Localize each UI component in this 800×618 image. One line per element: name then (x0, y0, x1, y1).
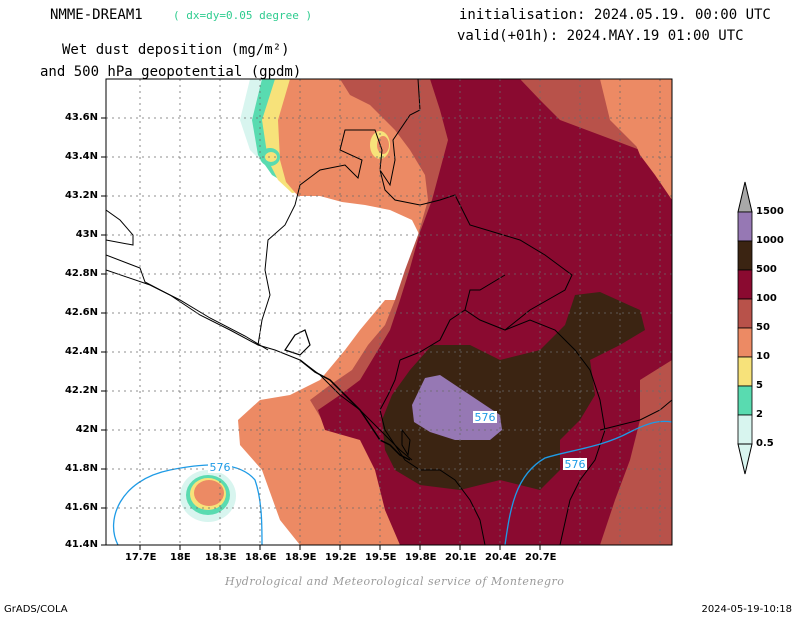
footer-software: GrADS/COLA (4, 604, 68, 615)
model-name: NMME-DREAM1 (50, 7, 143, 23)
init-time: initialisation: 2024.05.19. 00:00 UTC (459, 7, 771, 23)
footer-timestamp: 2024-05-19-10:18 (701, 604, 792, 615)
deposition-fields (106, 79, 672, 545)
lon-label-18.6: 18.6E (245, 552, 277, 563)
border-bih (257, 79, 421, 346)
lat-label-42.2: 42.2N (64, 385, 98, 396)
contour-label-west: 576 (210, 461, 231, 474)
lon-label-18.9: 18.9E (285, 552, 317, 563)
colorbar-swatch-5 (737, 356, 753, 387)
field-10-ne2 (630, 130, 672, 200)
lon-label-20.4: 20.4E (485, 552, 517, 563)
colorbar-label-100: 100 (756, 293, 777, 304)
colorbar-label-1500: 1500 (756, 206, 784, 217)
title-line2: and 500 hPa geopotential (gpdm) (40, 64, 302, 80)
title-line1: Wet dust deposition (mg/m²) (62, 42, 290, 58)
colorbar-swatch-50 (737, 298, 753, 329)
lat-label-41.6: 41.6N (64, 502, 98, 513)
border-east (599, 399, 672, 431)
colorbar-label-500: 500 (756, 264, 777, 275)
colorbar (737, 181, 753, 475)
lat-label-42: 42N (75, 424, 98, 435)
contour-576-east (504, 420, 672, 545)
lake-ohrid (401, 428, 411, 457)
spot-north-5 (265, 152, 277, 162)
valid-time: valid(+01h): 2024.MAY.19 01:00 UTC (457, 28, 744, 44)
colorbar-swatch-500 (737, 240, 753, 271)
lat-label-43: 43N (75, 229, 98, 240)
colorbar-swatch-0.5 (737, 414, 753, 445)
grid-lines (106, 79, 672, 545)
lat-label-43.6: 43.6N (64, 112, 98, 123)
colorbar-bottom-arrow (737, 443, 753, 475)
map-frame (105, 78, 673, 546)
border-kosovo (464, 274, 506, 311)
contour-label-center: 576 (475, 411, 496, 424)
lon-label-19.2: 19.2E (325, 552, 357, 563)
credit-text: Hydrological and Meteorological service … (225, 575, 565, 588)
colorbar-label-2: 2 (756, 409, 763, 420)
border-macedonia (504, 319, 606, 545)
field-500 (382, 292, 645, 490)
contour-label-east: 576 (565, 458, 586, 471)
colorbar-swatch-2 (737, 385, 753, 416)
colorbar-swatch-100 (737, 269, 753, 300)
spot-north-10 (377, 136, 389, 154)
field-50-east (600, 360, 672, 545)
lat-label-43.2: 43.2N (64, 190, 98, 201)
lon-label-20.7: 20.7E (525, 552, 557, 563)
lat-label-41.8: 41.8N (64, 463, 98, 474)
colorbar-top-arrow (737, 181, 753, 213)
resolution-note: ( dx=dy=0.05 degree ) (173, 9, 313, 22)
contour-label-bg-center (473, 411, 497, 423)
colorbar-label-1000: 1000 (756, 235, 784, 246)
lake-shkoder-outline (284, 329, 311, 356)
lon-label-19.8: 19.8E (405, 552, 437, 563)
colorbar-label-10: 10 (756, 351, 770, 362)
border-albania (379, 359, 486, 545)
coast-montenegro (299, 359, 411, 461)
lat-label-41.4: 41.4N (64, 539, 98, 550)
lat-label-42.6: 42.6N (64, 307, 98, 318)
colorbar-label-50: 50 (756, 322, 770, 333)
lat-label-42.4: 42.4N (64, 346, 98, 357)
lat-label-43.4: 43.4N (64, 151, 98, 162)
colorbar-label-5: 5 (756, 380, 763, 391)
contour-label-bg-east (563, 458, 587, 470)
colorbar-swatch-1000 (737, 211, 753, 242)
contour-label-bg-west (208, 461, 232, 473)
coastline-inner (106, 269, 269, 351)
lon-label-19.5: 19.5E (365, 552, 397, 563)
tick-marks (101, 117, 541, 550)
lon-label-17.7: 17.7E (125, 552, 157, 563)
lon-label-18.3: 18.3E (205, 552, 237, 563)
lat-label-42.8: 42.8N (64, 268, 98, 279)
field-1000 (412, 375, 502, 440)
lon-label-18: 18E (170, 552, 191, 563)
colorbar-swatch-10 (737, 327, 753, 358)
lon-label-20.1: 20.1E (445, 552, 477, 563)
spot-10 (194, 480, 224, 506)
colorbar-label-0.5: 0.5 (756, 438, 774, 449)
